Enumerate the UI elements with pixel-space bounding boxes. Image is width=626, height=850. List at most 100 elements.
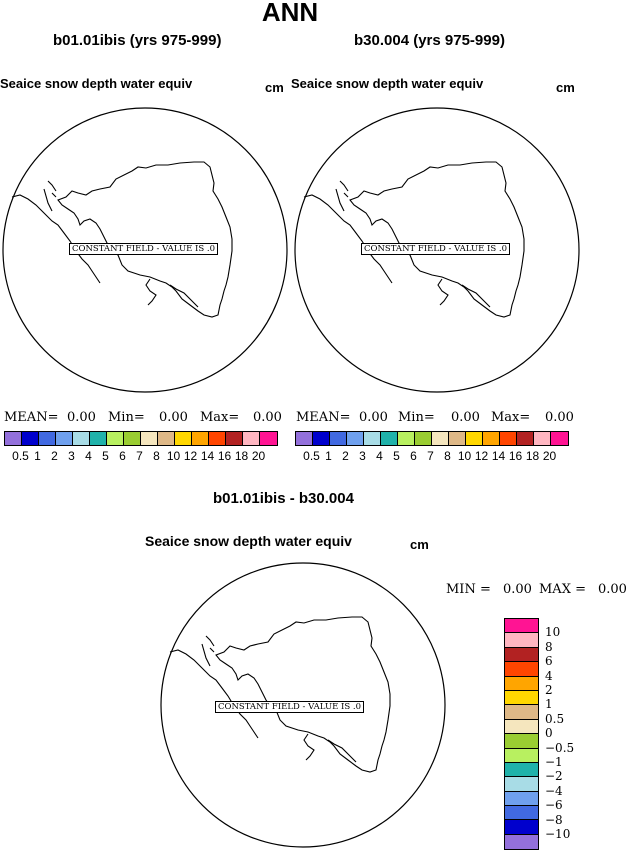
panel1-max-label: Max=: [200, 410, 240, 425]
colorbar-swatch: [505, 820, 538, 835]
panel2-min-value: 0.00: [451, 410, 480, 425]
colorbar-swatch: [505, 734, 538, 749]
colorbar-tick-label: 12: [474, 449, 489, 463]
colorbar-swatch: [505, 719, 538, 735]
colorbar-tick-label: 6: [410, 449, 417, 463]
diff-colorbar: [504, 618, 539, 850]
colorbar-swatch: [243, 432, 260, 445]
colorbar-tick-label: 10: [166, 449, 181, 463]
colorbar-swatch: [158, 432, 175, 445]
diff-max-label: MAX =: [539, 582, 586, 597]
colorbar-tick-label: 0.5: [12, 449, 29, 463]
diff-variable-label: Seaice snow depth water equiv: [145, 533, 352, 549]
diff-title: b01.01ibis - b30.004: [213, 490, 354, 507]
colorbar-swatch: [5, 432, 22, 445]
colorbar-tick-label: 3: [68, 449, 75, 463]
colorbar-tick-label: 3: [359, 449, 366, 463]
diff-units-label: cm: [410, 537, 429, 552]
colorbar-swatch: [466, 432, 483, 445]
panel2-mean-value: 0.00: [359, 410, 388, 425]
colorbar-swatch: [505, 834, 538, 850]
colorbar-swatch: [330, 432, 347, 445]
colorbar-tick-label: −8: [545, 812, 563, 827]
diff-min-value: 0.00: [503, 582, 532, 597]
colorbar-tick-label: 20: [542, 449, 557, 463]
colorbar-swatch: [505, 777, 538, 792]
colorbar-swatch: [209, 432, 226, 445]
colorbar-swatch: [505, 762, 538, 778]
panel1-min-label: Min=: [108, 410, 145, 425]
colorbar-swatch: [313, 432, 330, 445]
colorbar-tick-label: 0.5: [303, 449, 320, 463]
colorbar-tick-label: −1: [545, 755, 563, 769]
colorbar-swatch: [381, 432, 398, 445]
panel2-case-title: b30.004 (yrs 975-999): [354, 32, 505, 49]
panel1-colorbar-labels: 0.5 1 2 3 4 5 6 7 8 10 12 14 16 18 20: [4, 449, 267, 463]
colorbar-tick-label: 6: [119, 449, 126, 463]
panel2-mean-label: MEAN=: [296, 410, 351, 425]
panel1-max-value: 0.00: [253, 410, 282, 425]
colorbar-tick-label: −6: [545, 798, 563, 813]
colorbar-swatch: [505, 647, 538, 663]
panel1-min-value: 0.00: [159, 410, 188, 425]
colorbar-swatch: [505, 690, 538, 706]
colorbar-tick-label: 1: [325, 449, 332, 463]
diff-constant-field-label: CONSTANT FIELD - VALUE IS .0: [215, 701, 365, 713]
colorbar-swatch: [226, 432, 243, 445]
colorbar-tick-label: −4: [545, 783, 563, 798]
colorbar-tick-label: 6: [545, 654, 553, 669]
colorbar-tick-label: 16: [508, 449, 523, 463]
panel1-antarctica-coastline: [57, 161, 233, 318]
colorbar-swatch: [534, 432, 551, 445]
colorbar-swatch: [432, 432, 449, 445]
panel2-variable-label: Seaice snow depth water equiv: [291, 76, 484, 91]
colorbar-swatch: [124, 432, 141, 445]
panel2-peninsula-coastline: [303, 180, 491, 308]
colorbar-swatch: [296, 432, 313, 445]
colorbar-tick-label: 4: [376, 449, 383, 463]
colorbar-swatch: [347, 432, 364, 445]
colorbar-tick-label: 0: [545, 726, 553, 741]
colorbar-swatch: [141, 432, 158, 445]
panel1-peninsula-coastline: [11, 180, 199, 308]
colorbar-tick-label: 7: [136, 449, 143, 463]
colorbar-tick-label: 16: [217, 449, 232, 463]
colorbar-tick-label: 2: [545, 683, 553, 697]
panel2-min-label: Min=: [398, 410, 435, 425]
colorbar-tick-label: 4: [85, 449, 92, 463]
colorbar-tick-label: 0.5: [545, 711, 565, 726]
colorbar-swatch: [505, 806, 538, 821]
colorbar-swatch: [505, 676, 538, 691]
colorbar-tick-label: 8: [444, 449, 451, 463]
colorbar-tick-label: 2: [342, 449, 349, 463]
colorbar-swatch: [505, 619, 538, 634]
colorbar-swatch: [505, 662, 538, 677]
panel2-antarctica-coastline: [349, 161, 525, 318]
colorbar-tick-label: −2: [545, 769, 563, 784]
panel2-colorbar-labels: 0.5 1 2 3 4 5 6 7 8 10 12 14 16 18 20: [295, 449, 558, 463]
panel1-variable-label: Seaice snow depth water equiv: [0, 76, 193, 91]
colorbar-tick-label: 5: [102, 449, 109, 463]
colorbar-swatch: [22, 432, 39, 445]
colorbar-tick-label: 12: [183, 449, 198, 463]
colorbar-swatch: [398, 432, 415, 445]
colorbar-swatch: [500, 432, 517, 445]
colorbar-tick-label: 18: [525, 449, 540, 463]
colorbar-swatch: [517, 432, 534, 445]
colorbar-swatch: [56, 432, 73, 445]
colorbar-swatch: [449, 432, 466, 445]
colorbar-swatch: [415, 432, 432, 445]
panel2-max-value: 0.00: [545, 410, 574, 425]
colorbar-tick-label: 7: [427, 449, 434, 463]
panel2-colorbar: [295, 431, 569, 446]
colorbar-tick-label: 4: [545, 668, 553, 683]
colorbar-swatch: [364, 432, 381, 445]
colorbar-tick-label: 10: [545, 625, 561, 640]
panel1-mean-label: MEAN=: [4, 410, 59, 425]
colorbar-swatch: [505, 791, 538, 807]
diff-antarctica-coastline: [215, 616, 391, 773]
diff-max-value: 0.00: [598, 582, 626, 597]
colorbar-swatch: [175, 432, 192, 445]
panel1-colorbar: [4, 431, 278, 446]
panel1-constant-field-label: CONSTANT FIELD - VALUE IS .0: [69, 243, 219, 255]
